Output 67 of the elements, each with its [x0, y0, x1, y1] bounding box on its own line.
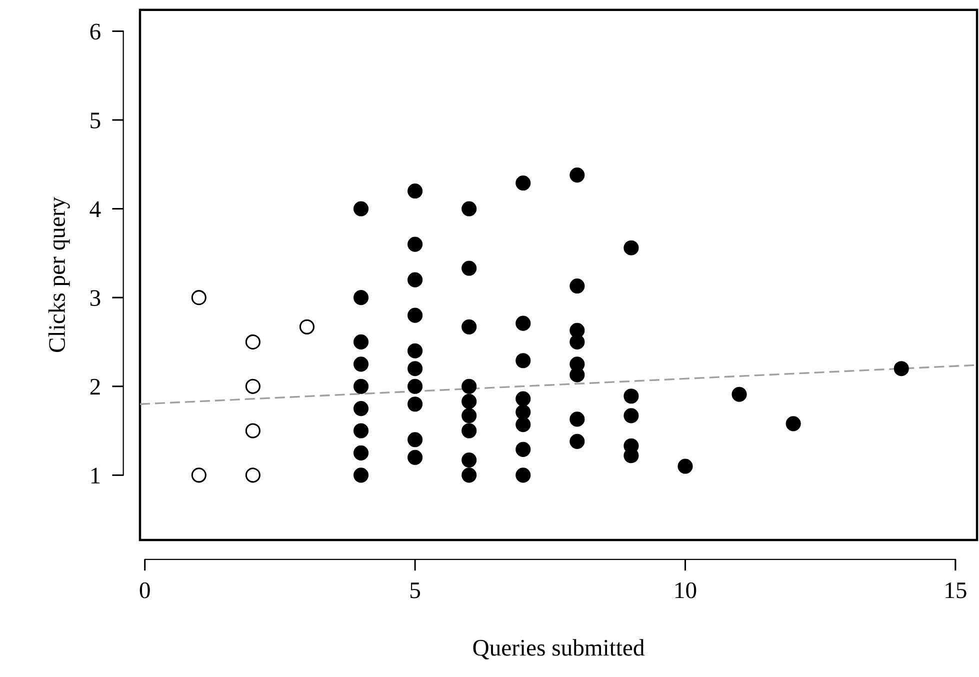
point — [516, 175, 531, 191]
x-tick-label: 10 — [676, 582, 696, 598]
x-tick-label: 0 — [140, 582, 150, 598]
point — [462, 468, 477, 483]
point — [245, 468, 260, 483]
point — [732, 386, 747, 402]
point — [408, 450, 423, 465]
point — [516, 353, 531, 368]
point — [245, 334, 260, 350]
point — [678, 458, 693, 474]
point — [570, 278, 585, 294]
point — [245, 423, 260, 438]
y-axis-title: Clicks per query — [48, 196, 70, 352]
x-axis-title: Queries submitted — [473, 639, 644, 660]
point — [408, 343, 423, 358]
point — [245, 378, 260, 394]
point — [462, 260, 477, 276]
x-tick-label: 5 — [410, 582, 420, 598]
point — [462, 408, 477, 424]
point — [353, 290, 369, 306]
point — [353, 356, 369, 372]
x-tick-label: 15 — [946, 582, 966, 598]
point — [353, 201, 369, 216]
point — [570, 434, 585, 449]
point — [462, 319, 477, 334]
point — [191, 468, 206, 483]
point — [408, 183, 423, 199]
point — [408, 272, 423, 288]
point — [516, 442, 531, 457]
point — [408, 361, 423, 376]
point — [624, 408, 639, 424]
point — [786, 416, 801, 432]
point — [408, 308, 423, 323]
point — [408, 378, 423, 394]
point — [353, 423, 369, 438]
point — [353, 445, 369, 460]
point — [462, 423, 477, 438]
point — [570, 334, 585, 350]
y-tick-label: 6 — [90, 24, 100, 40]
point — [516, 404, 531, 420]
point — [462, 452, 477, 468]
point — [353, 401, 369, 416]
y-tick-label: 4 — [90, 201, 101, 217]
point — [516, 468, 531, 483]
point — [516, 316, 531, 331]
point — [570, 412, 585, 427]
y-tick-label: 3 — [90, 290, 100, 306]
point — [516, 417, 531, 432]
point — [894, 361, 909, 376]
point — [462, 394, 477, 409]
point — [462, 201, 477, 216]
point — [408, 432, 423, 448]
point — [353, 468, 369, 483]
point — [516, 391, 531, 406]
y-tick-label: 2 — [90, 378, 100, 395]
point — [570, 168, 585, 183]
point — [462, 378, 477, 394]
y-tick-label: 5 — [90, 112, 100, 128]
point — [299, 319, 315, 334]
point — [191, 290, 206, 306]
point — [353, 334, 369, 350]
point — [408, 236, 423, 252]
y-tick-label: 1 — [91, 468, 100, 484]
point — [353, 378, 369, 394]
point — [624, 240, 639, 256]
point — [624, 388, 639, 404]
point — [408, 396, 423, 412]
